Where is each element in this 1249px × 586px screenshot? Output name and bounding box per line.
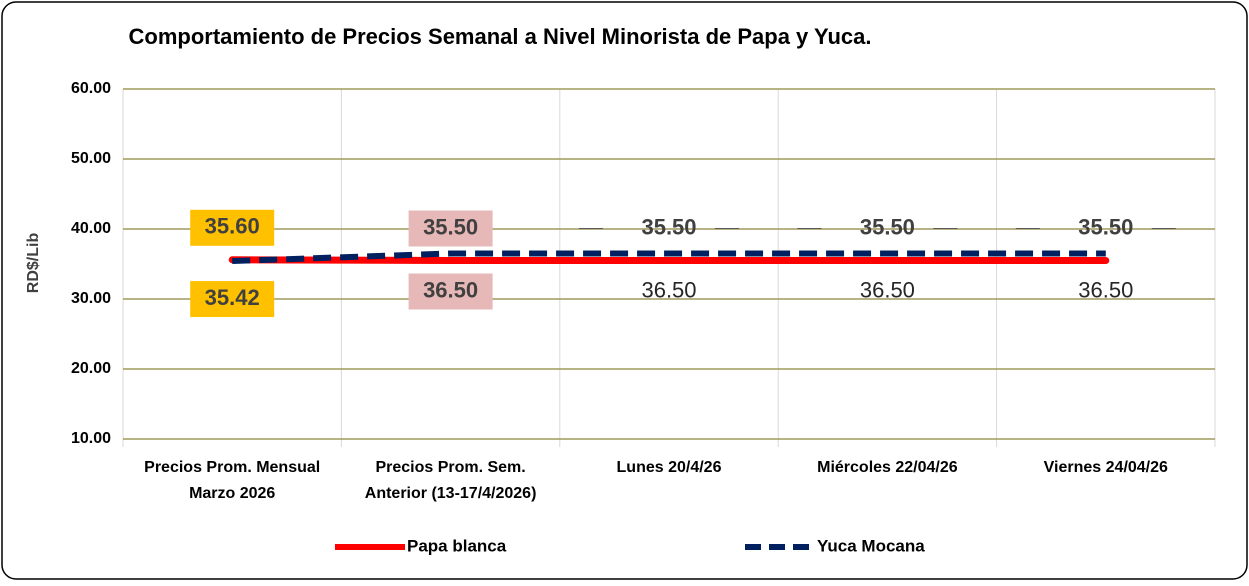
x-tick-label-line: Precios Prom. Mensual <box>144 459 320 476</box>
data-label: 35.60 <box>205 214 260 239</box>
data-label: 35.50 <box>1078 214 1133 239</box>
data-label: 35.42 <box>205 285 260 310</box>
label-box <box>408 210 493 247</box>
label-box <box>408 273 493 310</box>
x-tick-label: Precios Prom. Mensual Marzo 2026 <box>144 459 320 502</box>
y-tick-label: 20.00 <box>71 360 111 377</box>
x-tick-label-line: Precios Prom. Sem. <box>375 459 525 476</box>
data-label: 36.50 <box>1078 277 1133 302</box>
x-tick-label: Lunes 20/4/26 <box>617 459 722 476</box>
y-tick-label: 60.00 <box>71 80 111 97</box>
label-box <box>190 209 275 246</box>
data-label: 35.50 <box>423 214 478 239</box>
y-tick-label: 40.00 <box>71 220 111 237</box>
chart-title: Comportamiento de Precios Semanal a Nive… <box>129 24 872 49</box>
y-tick-label: 10.00 <box>71 430 111 447</box>
y-tick-label: 50.00 <box>71 150 111 167</box>
x-tick-label-line: Lunes 20/4/26 <box>617 459 722 476</box>
x-tick-label: Miércoles 22/04/26 <box>817 459 958 476</box>
y-tick-label: 30.00 <box>71 290 111 307</box>
data-label: 36.50 <box>641 277 696 302</box>
data-label: 35.50 <box>641 214 696 239</box>
x-tick-label: Precios Prom. Sem. Anterior (13-17/4/2026… <box>365 459 537 502</box>
x-tick-label-line: Marzo 2026 <box>189 485 275 502</box>
x-tick-label-line: Anterior (13-17/4/2026) <box>365 485 537 502</box>
y-axis-label: RD$/Lib <box>25 233 42 294</box>
x-tick-label-line: Viernes 24/04/26 <box>1044 459 1168 476</box>
data-label: 36.50 <box>423 277 478 302</box>
x-tick-label-line: Miércoles 22/04/26 <box>817 459 958 476</box>
legend-label: Papa blanca <box>407 536 507 555</box>
data-label: 35.50 <box>860 214 915 239</box>
series-line <box>232 250 1106 265</box>
x-tick-label: Viernes 24/04/26 <box>1044 459 1168 476</box>
label-box <box>190 281 275 318</box>
data-label: 36.50 <box>860 277 915 302</box>
series-line <box>228 256 1110 264</box>
legend-label: Yuca Mocana <box>817 536 925 555</box>
